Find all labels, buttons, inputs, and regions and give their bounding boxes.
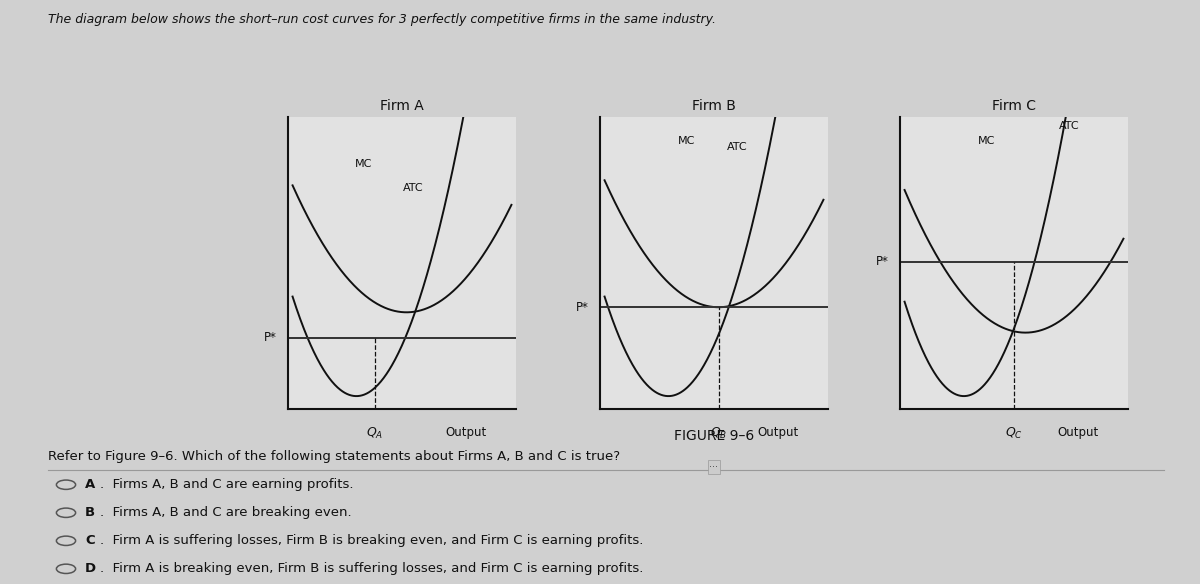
Text: ATC: ATC bbox=[403, 183, 424, 193]
Text: FIGURE 9–6: FIGURE 9–6 bbox=[674, 429, 754, 443]
Text: ATC: ATC bbox=[726, 142, 748, 152]
Text: ···: ··· bbox=[709, 462, 719, 472]
Text: Output: Output bbox=[1057, 426, 1098, 439]
Text: Output: Output bbox=[757, 426, 798, 439]
Text: ATC: ATC bbox=[1058, 121, 1079, 131]
Text: MC: MC bbox=[354, 159, 372, 169]
Title: Firm C: Firm C bbox=[992, 99, 1036, 113]
Text: $Q_B$: $Q_B$ bbox=[710, 426, 727, 442]
Text: MC: MC bbox=[678, 136, 695, 146]
Text: .  Firms A, B and C are breaking even.: . Firms A, B and C are breaking even. bbox=[100, 506, 352, 519]
Text: The diagram below shows the short–run cost curves for 3 perfectly competitive fi: The diagram below shows the short–run co… bbox=[48, 13, 716, 26]
Text: Refer to Figure 9–6. Which of the following statements about Firms A, B and C is: Refer to Figure 9–6. Which of the follow… bbox=[48, 450, 620, 463]
Text: A: A bbox=[85, 478, 96, 491]
Title: Firm B: Firm B bbox=[692, 99, 736, 113]
Text: D: D bbox=[85, 562, 96, 575]
Title: Firm A: Firm A bbox=[380, 99, 424, 113]
Text: MC: MC bbox=[978, 136, 995, 146]
Text: P*: P* bbox=[264, 331, 277, 344]
Text: B: B bbox=[85, 506, 95, 519]
Text: P*: P* bbox=[876, 255, 888, 268]
Text: P*: P* bbox=[576, 301, 589, 314]
Text: $Q_A$: $Q_A$ bbox=[366, 426, 383, 442]
Text: .  Firm A is breaking even, Firm B is suffering losses, and Firm C is earning pr: . Firm A is breaking even, Firm B is suf… bbox=[100, 562, 643, 575]
Text: Output: Output bbox=[445, 426, 486, 439]
Text: $Q_C$: $Q_C$ bbox=[1006, 426, 1022, 442]
Text: C: C bbox=[85, 534, 95, 547]
Text: .  Firms A, B and C are earning profits.: . Firms A, B and C are earning profits. bbox=[100, 478, 353, 491]
Text: .  Firm A is suffering losses, Firm B is breaking even, and Firm C is earning pr: . Firm A is suffering losses, Firm B is … bbox=[100, 534, 643, 547]
